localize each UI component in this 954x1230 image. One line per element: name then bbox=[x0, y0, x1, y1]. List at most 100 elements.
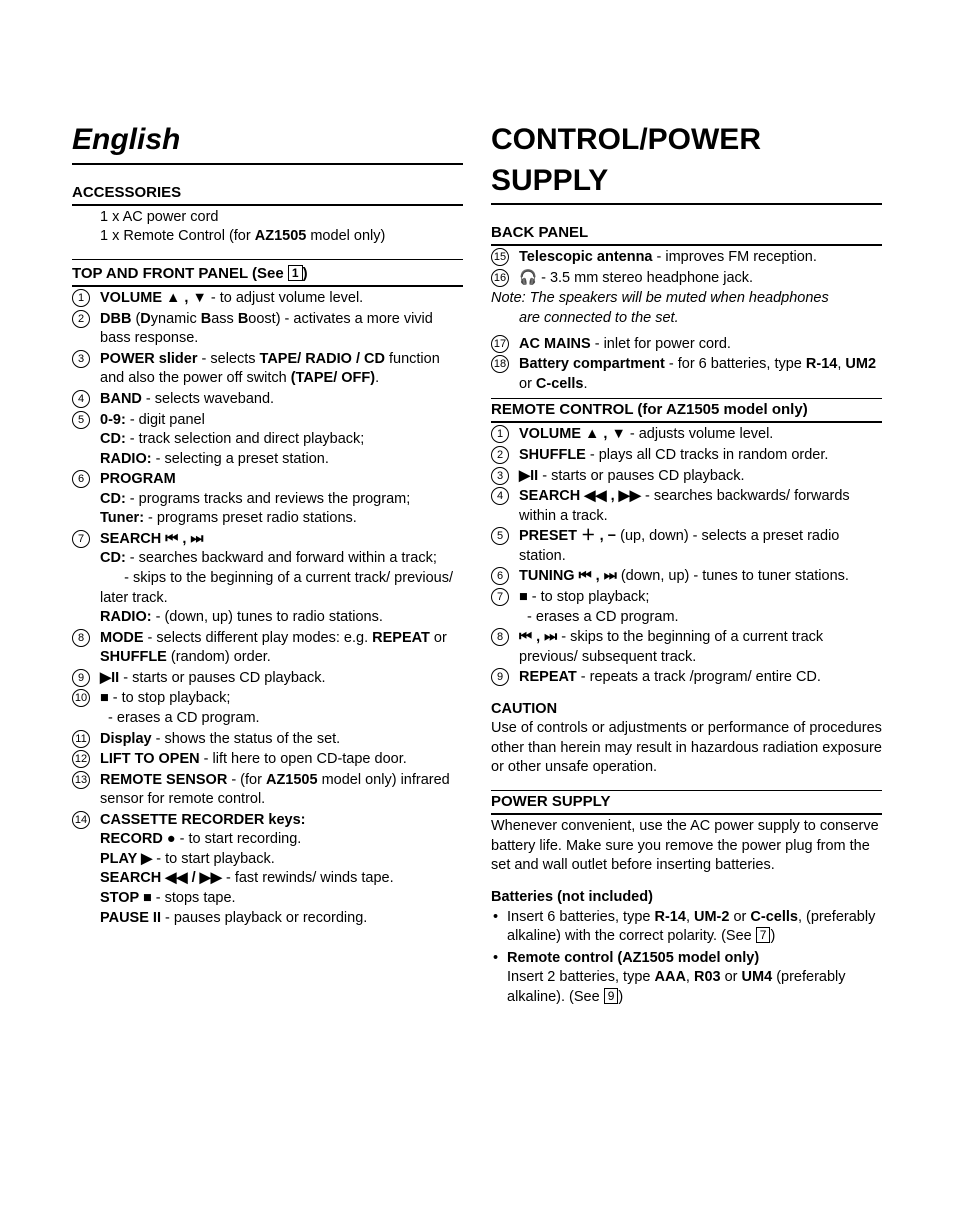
list-item: 3POWER slider - selects TAPE/ RADIO / CD… bbox=[72, 350, 463, 389]
remote-heading: REMOTE CONTROL (for AZ1505 model only) bbox=[491, 398, 882, 423]
accessories-list: 1 x AC power cord1 x Remote Control (for… bbox=[72, 208, 463, 247]
list-item: 1 VOLUME ▲ , ▼ - adjusts volume level. bbox=[491, 425, 882, 445]
backpanel-list2: 17 AC MAINS - inlet for power cord. 18 Batt… bbox=[491, 335, 882, 395]
item-body: AC MAINS - inlet for power cord. bbox=[519, 336, 731, 352]
item-body: ▶II - starts or pauses CD playback. bbox=[100, 670, 326, 686]
item-number: 5 bbox=[491, 527, 509, 545]
item-body: Battery compartment - for 6 batteries, t… bbox=[519, 356, 876, 392]
item-number: 2 bbox=[72, 310, 90, 328]
accessory-item: 1 x Remote Control (for AZ1505 model onl… bbox=[100, 227, 463, 247]
item-subline: CD: - track selection and direct playbac… bbox=[100, 430, 463, 450]
list-item: 2SHUFFLE - plays all CD tracks in random… bbox=[491, 446, 882, 466]
item-number: 11 bbox=[72, 730, 90, 748]
list-item: 5 PRESET ＋ , − (up, down) - selects a pre… bbox=[491, 527, 882, 566]
bullet-item: Remote control (AZ1505 model only)Insert… bbox=[491, 949, 882, 1008]
left-column: English ACCESSORIES 1 x AC power cord1 x… bbox=[72, 120, 463, 1009]
list-item: 7 SEARCH ⏮ , ⏭ CD: - searches backward and… bbox=[72, 530, 463, 628]
list-item: 9 ▶II - starts or pauses CD playback. bbox=[72, 669, 463, 689]
item-subline: - erases a CD program. bbox=[519, 608, 882, 628]
item-number: 9 bbox=[491, 668, 509, 686]
item-body: PRESET ＋ , − (up, down) - selects a pres… bbox=[519, 528, 839, 564]
item-body: Telescopic antenna - improves FM recepti… bbox=[519, 249, 817, 265]
item-number: 13 bbox=[72, 771, 90, 789]
item-number: 4 bbox=[491, 487, 509, 505]
item-number: 6 bbox=[72, 470, 90, 488]
topfront-list: 1 VOLUME ▲ , ▼ - to adjust volume level. 2… bbox=[72, 289, 463, 928]
item-body: 0-9: - digit panel bbox=[100, 412, 205, 428]
item-number: 16 bbox=[491, 269, 509, 287]
caution-heading: CAUTION bbox=[491, 701, 557, 717]
item-subline: CD: - programs tracks and reviews the pr… bbox=[100, 490, 463, 510]
remote-list: 1 VOLUME ▲ , ▼ - adjusts volume level. 2SH… bbox=[491, 425, 882, 687]
item-subline: RADIO: - selecting a preset station. bbox=[100, 450, 463, 470]
right-title: CONTROL/POWER SUPPLY bbox=[491, 120, 882, 205]
list-item: 15 Telescopic antenna - improves FM recep… bbox=[491, 248, 882, 268]
item-body: BAND - selects waveband. bbox=[100, 391, 274, 407]
item-body: ■ - to stop playback; bbox=[519, 589, 649, 605]
list-item: 14 CASSETTE RECORDER keys: RECORD ● - to s… bbox=[72, 811, 463, 928]
item-number: 12 bbox=[72, 750, 90, 768]
item-number: 1 bbox=[72, 289, 90, 307]
topfront-heading: TOP AND FRONT PANEL (See 1) bbox=[72, 264, 463, 287]
caution-body: Use of controls or adjustments or perfor… bbox=[491, 719, 882, 778]
item-body: LIFT TO OPEN - lift here to open CD-tape… bbox=[100, 751, 407, 767]
power-body: Whenever convenient, use the AC power su… bbox=[491, 817, 882, 876]
list-item: 7 ■ - to stop playback; - erases a CD pro… bbox=[491, 588, 882, 627]
item-body: POWER slider - selects TAPE/ RADIO / CD … bbox=[100, 351, 440, 387]
item-number: 18 bbox=[491, 355, 509, 373]
list-item: 8⏮ , ⏭ - skips to the beginning of a cur… bbox=[491, 628, 882, 667]
batteries-list: Insert 6 batteries, type R-14, UM-2 or C… bbox=[491, 908, 882, 1008]
topfront-heading-text: TOP AND FRONT PANEL (See 1) bbox=[72, 265, 308, 282]
list-item: 12 LIFT TO OPEN - lift here to open CD-ta… bbox=[72, 750, 463, 770]
list-item: 5 0-9: - digit panel CD: - track selection… bbox=[72, 411, 463, 470]
item-number: 14 bbox=[72, 811, 90, 829]
item-number: 17 bbox=[491, 335, 509, 353]
power-heading: POWER SUPPLY bbox=[491, 790, 882, 815]
backpanel-note: Note: The speakers will be muted when he… bbox=[491, 289, 882, 328]
list-item: 18 Battery compartment - for 6 batteries,… bbox=[491, 355, 882, 394]
item-body: DBB (Dynamic Bass Boost) - activates a m… bbox=[100, 311, 433, 347]
note-text: Note: The speakers will be muted when he… bbox=[491, 290, 829, 306]
left-title: English bbox=[72, 120, 463, 165]
list-item: 16 🎧 - 3.5 mm stereo headphone jack. bbox=[491, 269, 882, 289]
item-body: REPEAT - repeats a track /program/ entir… bbox=[519, 669, 821, 685]
list-item: 11Display - shows the status of the set. bbox=[72, 730, 463, 750]
item-number: 1 bbox=[491, 425, 509, 443]
item-body: MODE - selects different play modes: e.g… bbox=[100, 630, 447, 666]
list-item: 4SEARCH ◀◀ , ▶▶ - searches backwards/ fo… bbox=[491, 487, 882, 526]
item-number: 15 bbox=[491, 248, 509, 266]
backpanel-heading: BACK PANEL bbox=[491, 223, 882, 246]
item-body: VOLUME ▲ , ▼ - to adjust volume level. bbox=[100, 290, 363, 306]
item-subline: PLAY ▶ - to start playback. bbox=[100, 850, 463, 870]
item-subline: CD: - searches backward and forward with… bbox=[100, 549, 463, 569]
item-body: TUNING ⏮ , ⏭ (down, up) - tunes to tuner… bbox=[519, 568, 849, 584]
item-body: VOLUME ▲ , ▼ - adjusts volume level. bbox=[519, 426, 773, 442]
item-body: CASSETTE RECORDER keys: bbox=[100, 812, 305, 828]
item-body: SEARCH ⏮ , ⏭ bbox=[100, 531, 203, 547]
item-subline: STOP ■ - stops tape. bbox=[100, 889, 463, 909]
item-number: 9 bbox=[72, 669, 90, 687]
item-subline: RECORD ● - to start recording. bbox=[100, 830, 463, 850]
item-number: 5 bbox=[72, 411, 90, 429]
item-number: 3 bbox=[491, 467, 509, 485]
list-item: 10■ - to stop playback; - erases a CD pr… bbox=[72, 689, 463, 728]
list-item: 3 ▶II - starts or pauses CD playback. bbox=[491, 467, 882, 487]
list-item: 4BAND - selects waveband. bbox=[72, 390, 463, 410]
item-number: 7 bbox=[491, 588, 509, 606]
item-body: ▶II - starts or pauses CD playback. bbox=[519, 468, 745, 484]
accessory-item: 1 x AC power cord bbox=[100, 208, 463, 228]
item-body: 🎧 - 3.5 mm stereo headphone jack. bbox=[519, 270, 753, 286]
list-item: 6 PROGRAM CD: - programs tracks and review… bbox=[72, 470, 463, 529]
item-number: 8 bbox=[72, 629, 90, 647]
list-item: 1 VOLUME ▲ , ▼ - to adjust volume level. bbox=[72, 289, 463, 309]
batteries-heading: Batteries (not included) bbox=[491, 889, 653, 905]
backpanel-list: 15 Telescopic antenna - improves FM recep… bbox=[491, 248, 882, 288]
note-text-cont: are connected to the set. bbox=[491, 309, 679, 329]
item-body: ■ - to stop playback; bbox=[100, 690, 230, 706]
list-item: 6TUNING ⏮ , ⏭ (down, up) - tunes to tune… bbox=[491, 567, 882, 587]
item-number: 10 bbox=[72, 689, 90, 707]
list-item: 8 MODE - selects different play modes: e.… bbox=[72, 629, 463, 668]
item-body: PROGRAM bbox=[100, 471, 176, 487]
item-number: 7 bbox=[72, 530, 90, 548]
item-subline: SEARCH ◀◀ / ▶▶ - fast rewinds/ winds tap… bbox=[100, 869, 463, 889]
